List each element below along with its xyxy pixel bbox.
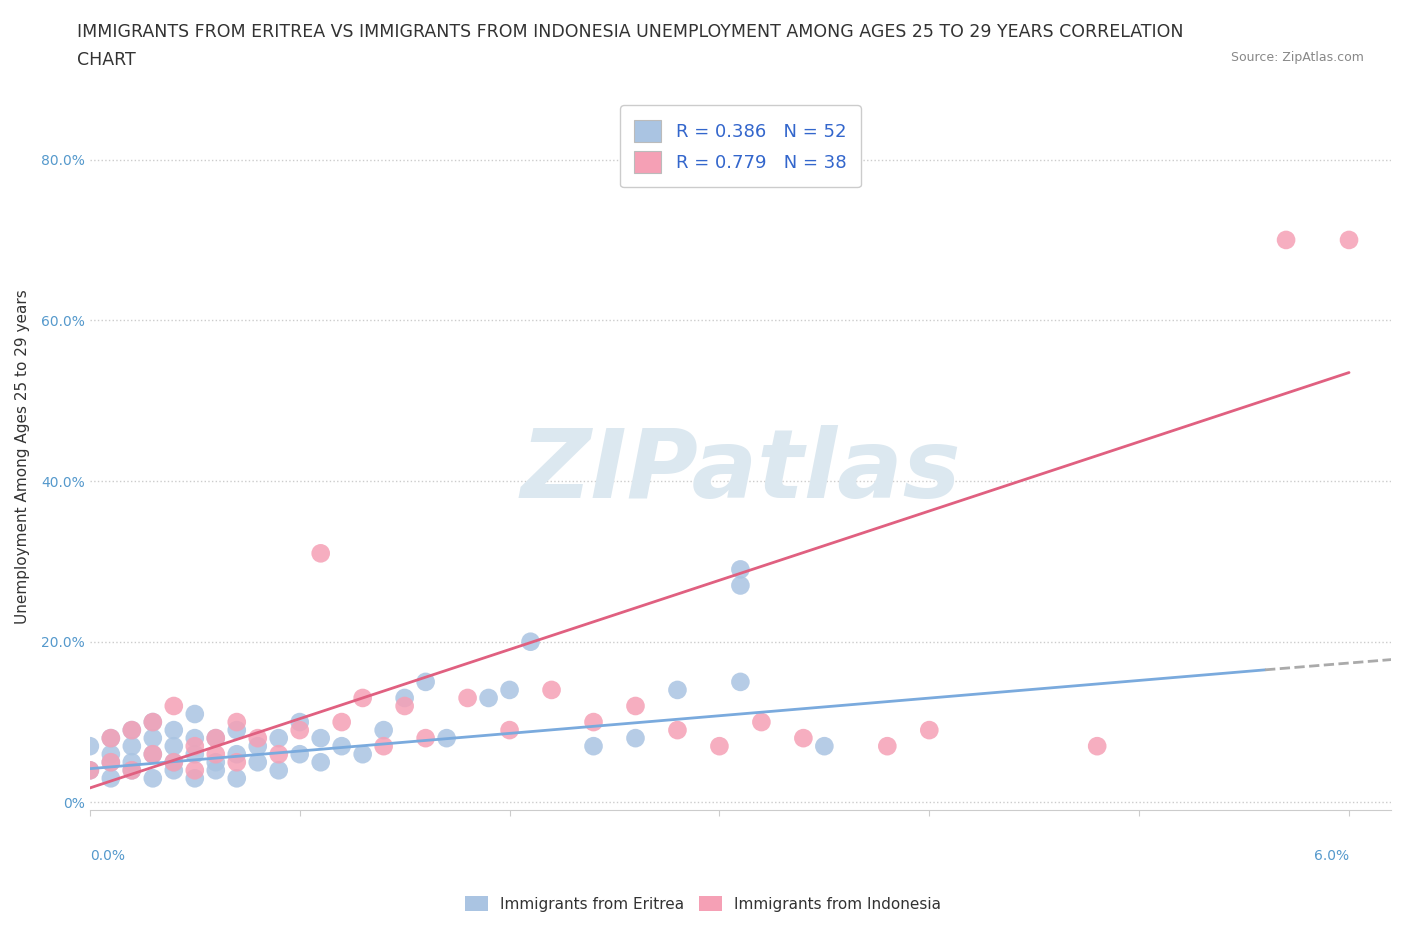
Point [100, 755, 122, 770]
Point [121, 738, 143, 753]
Point [394, 698, 416, 713]
Point [246, 731, 269, 746]
Point [813, 738, 835, 753]
Point [184, 731, 207, 746]
Point [142, 731, 165, 746]
Point [540, 683, 562, 698]
Point [184, 771, 207, 786]
Point [478, 691, 501, 706]
Point [373, 723, 395, 737]
Point [184, 763, 207, 777]
Point [730, 562, 752, 577]
Point [79, 763, 101, 777]
Point [79, 763, 101, 777]
Point [142, 747, 165, 762]
Point [876, 738, 898, 753]
Point [204, 731, 226, 746]
Point [666, 683, 689, 698]
Point [288, 723, 311, 737]
Point [204, 763, 226, 777]
Point [498, 683, 520, 698]
Point [163, 755, 186, 770]
Point [624, 698, 647, 713]
Point [918, 723, 941, 737]
Point [267, 731, 290, 746]
Text: Source: ZipAtlas.com: Source: ZipAtlas.com [1230, 51, 1364, 64]
Text: ZIPatlas: ZIPatlas [520, 425, 960, 518]
Point [582, 738, 605, 753]
Point [519, 634, 541, 649]
Point [792, 731, 814, 746]
Y-axis label: Unemployment Among Ages 25 to 29 years: Unemployment Among Ages 25 to 29 years [15, 289, 30, 624]
Point [730, 578, 752, 593]
Point [309, 755, 332, 770]
Point [100, 747, 122, 762]
Point [163, 755, 186, 770]
Point [184, 738, 207, 753]
Point [204, 747, 226, 762]
Point [246, 755, 269, 770]
Point [121, 763, 143, 777]
Point [1275, 232, 1298, 247]
Point [142, 714, 165, 729]
Point [352, 691, 374, 706]
Point [225, 755, 247, 770]
Point [498, 723, 520, 737]
Point [309, 731, 332, 746]
Point [288, 714, 311, 729]
Point [267, 763, 290, 777]
Point [709, 738, 731, 753]
Point [415, 731, 437, 746]
Point [246, 738, 269, 753]
Point [79, 738, 101, 753]
Point [373, 738, 395, 753]
Point [457, 691, 479, 706]
Point [121, 723, 143, 737]
Point [163, 763, 186, 777]
Legend: Immigrants from Eritrea, Immigrants from Indonesia: Immigrants from Eritrea, Immigrants from… [458, 889, 948, 918]
Point [163, 723, 186, 737]
Point [121, 763, 143, 777]
Point [330, 738, 353, 753]
Point [1337, 232, 1360, 247]
Point [142, 771, 165, 786]
Point [204, 731, 226, 746]
Point [163, 738, 186, 753]
Point [225, 747, 247, 762]
Point [436, 731, 458, 746]
Text: 0.0%: 0.0% [90, 849, 125, 863]
Point [309, 546, 332, 561]
Point [415, 674, 437, 689]
Point [267, 747, 290, 762]
Point [100, 731, 122, 746]
Point [1085, 738, 1108, 753]
Point [100, 755, 122, 770]
Point [225, 771, 247, 786]
Legend: R = 0.386   N = 52, R = 0.779   N = 38: R = 0.386 N = 52, R = 0.779 N = 38 [620, 105, 860, 187]
Point [184, 747, 207, 762]
Point [121, 723, 143, 737]
Point [751, 714, 773, 729]
Point [330, 714, 353, 729]
Point [100, 731, 122, 746]
Point [142, 714, 165, 729]
Point [352, 747, 374, 762]
Point [730, 674, 752, 689]
Text: CHART: CHART [77, 51, 136, 69]
Text: 6.0%: 6.0% [1313, 849, 1348, 863]
Point [142, 747, 165, 762]
Point [121, 755, 143, 770]
Point [225, 714, 247, 729]
Point [225, 723, 247, 737]
Point [394, 691, 416, 706]
Text: IMMIGRANTS FROM ERITREA VS IMMIGRANTS FROM INDONESIA UNEMPLOYMENT AMONG AGES 25 : IMMIGRANTS FROM ERITREA VS IMMIGRANTS FR… [77, 23, 1184, 41]
Point [666, 723, 689, 737]
Point [163, 698, 186, 713]
Point [582, 714, 605, 729]
Point [288, 747, 311, 762]
Point [184, 707, 207, 722]
Point [100, 771, 122, 786]
Point [204, 755, 226, 770]
Point [624, 731, 647, 746]
